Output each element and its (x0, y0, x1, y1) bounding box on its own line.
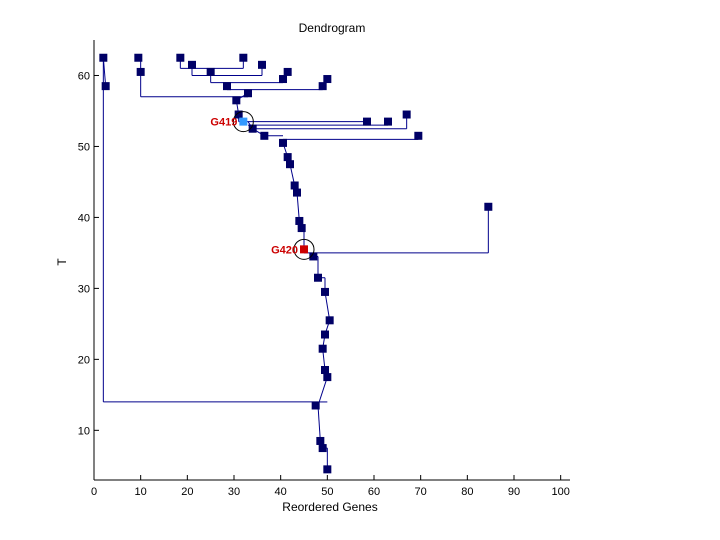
gene-marker-0 (99, 53, 108, 62)
gene-marker-26 (290, 181, 299, 190)
gene-marker-33 (321, 287, 329, 296)
x-tick-label-10: 10 (135, 486, 147, 498)
y-tick-label-60: 60 (78, 70, 90, 82)
chart-title: Dendrogram (299, 21, 366, 35)
x-tick-label-100: 100 (551, 486, 569, 498)
y-ticks: 10 20 30 40 50 60 (78, 70, 99, 437)
x-tick-label-50: 50 (321, 486, 333, 498)
gene-marker-3 (239, 53, 248, 62)
gene-marker-11 (101, 82, 110, 91)
gene-marker-38 (323, 373, 332, 382)
gene-marker-29 (295, 216, 304, 225)
gene-marker-23 (279, 138, 287, 147)
gene-marker-31 (309, 252, 318, 261)
y-tick-label-10: 10 (78, 425, 90, 437)
gene-marker-35 (321, 330, 329, 339)
x-tick-label-40: 40 (275, 486, 287, 498)
gene-marker-2 (176, 53, 185, 62)
gene-marker-32 (314, 273, 322, 282)
highlighted-genes: G419 G420 (210, 111, 315, 260)
x-tick-label-0: 0 (91, 486, 97, 498)
highlight-circle-g419 (232, 111, 254, 133)
gene-marker-42 (323, 465, 332, 474)
x-tick-label-90: 90 (508, 486, 520, 498)
gene-marker-39 (311, 401, 320, 410)
y-axis-label: T (55, 258, 69, 266)
gene-marker-21 (260, 131, 269, 140)
gene-marker-7 (206, 67, 215, 76)
gene-marker-6 (136, 67, 145, 76)
dendrogram-links (102, 57, 489, 470)
gene-marker-8 (283, 67, 292, 76)
dendrogram-link-14 (324, 291, 331, 321)
gene-marker-25 (286, 160, 294, 169)
annotation-label-g420: G420 (271, 244, 298, 256)
x-tick-label-70: 70 (415, 486, 427, 498)
dendrogram-link-25 (296, 192, 300, 222)
x-tick-label-20: 20 (181, 486, 193, 498)
gene-marker-28 (484, 202, 493, 211)
gene-marker-13 (318, 82, 327, 91)
gene-marker-30 (297, 224, 306, 233)
x-tick-label-30: 30 (228, 486, 240, 498)
y-tick-label-50: 50 (78, 141, 90, 153)
gene-marker-24 (283, 153, 292, 162)
gene-marker-5 (258, 60, 266, 69)
gene-marker-36 (318, 344, 327, 353)
x-tick-label-80: 80 (461, 486, 473, 498)
gene-marker-17 (234, 110, 243, 119)
gene-marker-12 (223, 82, 231, 91)
x-ticks: 0 10 20 30 40 50 60 70 80 90 100 (91, 475, 570, 498)
highlight-circle-g420 (293, 238, 315, 260)
gene-marker-19 (384, 117, 392, 126)
x-axis-label: Reordered Genes (282, 500, 377, 514)
y-tick-label-20: 20 (78, 354, 90, 366)
gene-marker-14 (244, 89, 252, 98)
y-tick-label-30: 30 (78, 283, 90, 295)
dendrogram-link-59 (102, 57, 107, 87)
dendrogram-link-9 (317, 376, 328, 406)
gene-marker-37 (321, 366, 329, 374)
dendrogram-link-4 (317, 405, 321, 442)
gene-marker-16 (402, 110, 411, 119)
gene-marker-34 (325, 316, 334, 325)
y-tick-label-40: 40 (78, 212, 90, 224)
gene-markers (99, 53, 493, 474)
gene-marker-10 (323, 75, 332, 84)
axes (93, 40, 570, 481)
gene-marker-40 (316, 436, 325, 445)
gene-marker-22 (414, 131, 423, 140)
highlight-marker-g420 (300, 245, 308, 254)
highlight-marker-g419 (239, 117, 248, 126)
x-tick-label-60: 60 (368, 486, 380, 498)
gene-marker-9 (279, 75, 287, 84)
gene-marker-15 (232, 96, 241, 105)
gene-marker-20 (248, 124, 257, 133)
gene-marker-1 (134, 53, 143, 62)
gene-marker-18 (363, 117, 371, 126)
annotation-label-g419: G419 (210, 117, 237, 129)
gene-marker-41 (318, 444, 327, 453)
gene-marker-4 (188, 60, 196, 69)
gene-marker-27 (293, 188, 301, 197)
